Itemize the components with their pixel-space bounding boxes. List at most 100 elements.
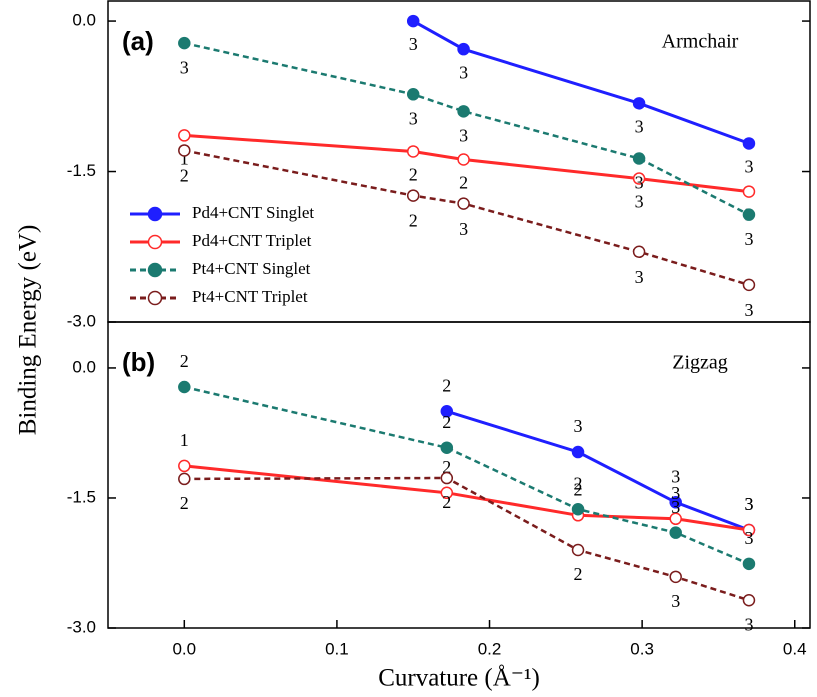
data-point bbox=[632, 172, 646, 185]
data-point bbox=[178, 459, 191, 473]
data-point bbox=[178, 129, 191, 142]
panel-label: (b) bbox=[122, 347, 155, 377]
point-label: 2 bbox=[409, 211, 418, 231]
point-label: 3 bbox=[635, 173, 644, 193]
point-label: 2 bbox=[409, 165, 418, 185]
data-point bbox=[178, 472, 191, 486]
x-tick-label: 0.3 bbox=[630, 639, 654, 658]
point-label: 2 bbox=[442, 375, 451, 395]
x-tick-label: 0.2 bbox=[478, 639, 502, 658]
data-point bbox=[178, 380, 191, 394]
point-label: 3 bbox=[459, 125, 468, 145]
point-label: 3 bbox=[744, 494, 753, 514]
data-point bbox=[742, 185, 756, 198]
y-axis-label: Binding Energy (eV) bbox=[15, 225, 42, 436]
data-point bbox=[440, 486, 454, 500]
data-point bbox=[571, 445, 585, 459]
point-label: 3 bbox=[635, 192, 644, 212]
point-label: 1 bbox=[180, 149, 189, 169]
data-point bbox=[742, 523, 756, 537]
point-label: 1 bbox=[180, 430, 189, 450]
point-label: 3 bbox=[671, 497, 680, 517]
point-label: 3 bbox=[409, 108, 418, 128]
point-label: 3 bbox=[459, 219, 468, 239]
point-label: 2 bbox=[574, 479, 583, 499]
data-point bbox=[457, 42, 470, 56]
data-point bbox=[742, 278, 756, 292]
data-point bbox=[632, 97, 646, 110]
point-label: 3 bbox=[635, 267, 644, 287]
data-point bbox=[406, 145, 420, 158]
point-label: 3 bbox=[574, 416, 583, 436]
y-tick-label: -1.5 bbox=[67, 161, 96, 180]
point-label: 3 bbox=[744, 528, 753, 548]
panel-label: (a) bbox=[122, 26, 154, 56]
data-point bbox=[178, 144, 191, 157]
point-label: 3 bbox=[409, 34, 418, 54]
y-tick-label: -1.5 bbox=[67, 487, 96, 506]
data-point bbox=[669, 526, 682, 539]
point-label: 2 bbox=[574, 473, 583, 493]
point-label: 2 bbox=[180, 351, 189, 371]
point-label: 2 bbox=[442, 457, 451, 477]
legend-marker bbox=[147, 234, 163, 250]
point-label: 3 bbox=[744, 157, 753, 177]
x-tick-label: 0.1 bbox=[325, 639, 349, 658]
x-tick-label: 0.0 bbox=[172, 639, 196, 658]
y-tick-label: -3.0 bbox=[67, 311, 96, 330]
point-label: 2 bbox=[459, 173, 468, 193]
legend-marker bbox=[147, 290, 163, 306]
point-label: 3 bbox=[671, 483, 680, 503]
series-line bbox=[412, 19, 750, 145]
point-label: 3 bbox=[635, 116, 644, 136]
data-point bbox=[440, 405, 454, 418]
x-axis-label: Curvature (Å⁻¹) bbox=[378, 665, 540, 692]
point-label: 2 bbox=[180, 493, 189, 513]
data-point bbox=[742, 208, 756, 221]
point-label: 3 bbox=[671, 466, 680, 486]
data-point bbox=[742, 594, 756, 607]
data-point bbox=[457, 105, 470, 118]
data-point bbox=[669, 570, 682, 584]
point-label: 3 bbox=[744, 300, 753, 320]
data-point bbox=[440, 471, 454, 485]
data-point bbox=[406, 189, 420, 202]
legend-label: Pt4+CNT Triplet bbox=[192, 287, 308, 306]
data-point bbox=[632, 245, 646, 259]
plot-frame bbox=[107, 321, 811, 629]
legend-marker bbox=[147, 206, 163, 222]
point-label: 3 bbox=[459, 62, 468, 82]
y-tick-label: 0.0 bbox=[72, 11, 96, 30]
legend-marker bbox=[147, 262, 163, 278]
point-label: 3 bbox=[744, 229, 753, 249]
point-label: 2 bbox=[442, 412, 451, 432]
point-label: 2 bbox=[574, 564, 583, 584]
point-label: 3 bbox=[671, 591, 680, 611]
data-point bbox=[571, 543, 585, 557]
data-point bbox=[457, 197, 470, 210]
data-point bbox=[440, 441, 454, 454]
point-label: 3 bbox=[744, 614, 753, 634]
data-point bbox=[457, 153, 470, 166]
data-point bbox=[742, 137, 756, 150]
legend-label: Pt4+CNT Singlet bbox=[192, 259, 311, 278]
panel-subtitle: Armchair bbox=[662, 31, 739, 53]
legend-label: Pd4+CNT Singlet bbox=[192, 203, 314, 222]
series-line bbox=[184, 41, 750, 216]
data-point bbox=[406, 88, 420, 101]
y-tick-label: 0.0 bbox=[72, 357, 96, 376]
data-point bbox=[571, 502, 585, 516]
data-point bbox=[742, 557, 756, 571]
data-point bbox=[669, 496, 682, 509]
data-point bbox=[632, 152, 646, 165]
legend-label: Pd4+CNT Triplet bbox=[192, 231, 312, 250]
x-tick-label: 0.4 bbox=[783, 639, 807, 658]
data-point bbox=[178, 36, 191, 50]
point-label: 3 bbox=[180, 57, 189, 77]
point-label: 3 bbox=[744, 494, 753, 514]
data-point bbox=[669, 512, 682, 526]
panel-subtitle: Zigzag bbox=[672, 352, 728, 374]
point-label: 2 bbox=[180, 166, 189, 186]
data-point bbox=[406, 14, 420, 28]
